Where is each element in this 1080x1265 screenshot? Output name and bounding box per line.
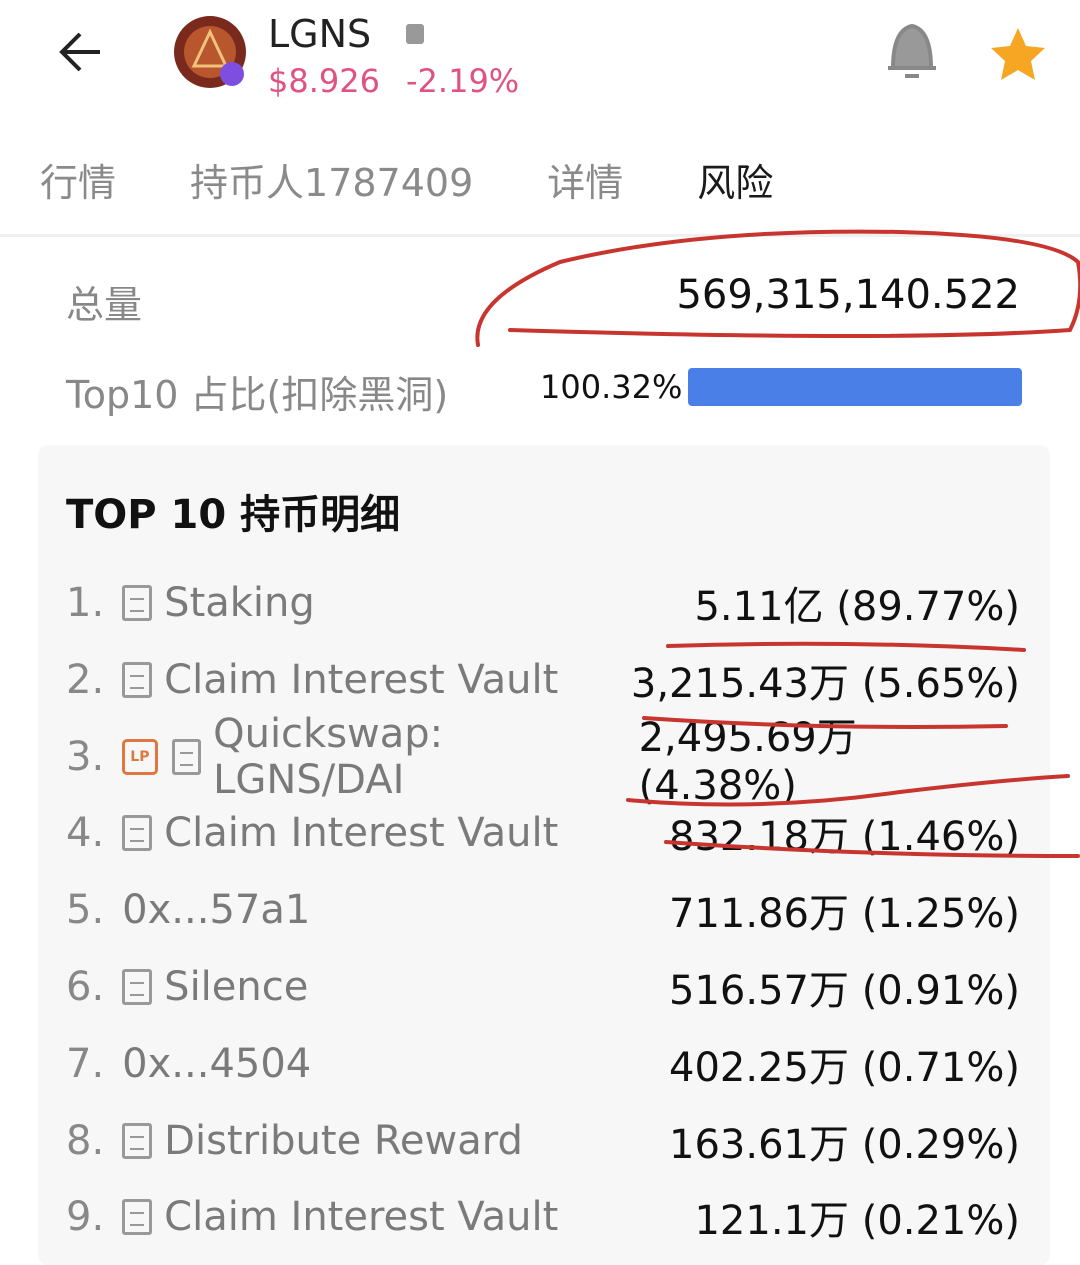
rank: 6. [66, 964, 105, 1010]
holder-name: Claim Interest Vault [164, 656, 559, 703]
holder-row: 7. 0x...4504 402.25万 (0.71%) [66, 1034, 1020, 1094]
total-label: 总量 [66, 283, 143, 327]
holder-name: Distribute Reward [164, 1117, 523, 1164]
contract-icon [122, 1199, 153, 1236]
bell-icon[interactable] [888, 23, 936, 78]
holder-row: 6. Silence 516.57万 (0.91%) [66, 957, 1020, 1017]
holder-amount: 5.11亿 (89.77%) [694, 584, 1020, 630]
holder-amount: 711.86万 (1.25%) [669, 891, 1020, 938]
token-symbol: LGNS [268, 12, 372, 56]
rank: 5. [66, 887, 105, 934]
header-icons [59, 16, 1045, 88]
holder-amount: 3,215.43万 (5.65%) [630, 660, 1020, 707]
holder-amount: 163.61万 (0.29%) [669, 1121, 1020, 1168]
rank: 1. [66, 580, 105, 626]
holder-name: Staking [164, 580, 315, 626]
price-change: -2.19% [406, 62, 520, 100]
rank: 2. [66, 656, 105, 703]
top10-bar [688, 368, 1022, 406]
tab[interactable]: 行情 [40, 161, 117, 205]
holders-title: TOP 10 持币明细 [66, 492, 401, 538]
rank: 3. [66, 733, 105, 780]
holder-row: 8. Distribute Reward 163.61万 (0.29%) [66, 1111, 1020, 1171]
holder-name: Claim Interest Vault [164, 1194, 559, 1241]
holder-row: 1. Staking 5.11亿 (89.77%) [66, 573, 1020, 633]
holder-row: 4. Claim Interest Vault 832.18万 (1.46%) [66, 803, 1020, 863]
total-supply: 569,315,140.522 [676, 272, 1020, 318]
holder-amount: 832.18万 (1.46%) [669, 814, 1020, 861]
rank: 9. [66, 1194, 105, 1241]
holder-row: 5. 0x...57a1 711.86万 (1.25%) [66, 880, 1020, 940]
tab[interactable]: 风险 [697, 161, 774, 205]
rank: 8. [66, 1117, 105, 1164]
divider [0, 234, 1080, 237]
holder-name: 0x...57a1 [122, 887, 311, 934]
contract-icon [122, 815, 153, 852]
holder-row: 3. LP Quickswap: LGNS/DAI 2,495.69万 (4.38%) [66, 711, 1020, 809]
contract-icon [122, 585, 153, 621]
holder-amount: 516.57万 (0.91%) [669, 968, 1020, 1014]
holder-name: Quickswap: LGNS/DAI [213, 710, 444, 803]
copy-icon[interactable] [406, 24, 424, 44]
holder-amount: 121.1万 (0.21%) [694, 1198, 1020, 1245]
top10-percent: 100.32% [540, 368, 683, 406]
tab[interactable]: 持币人1787409 [190, 161, 474, 205]
holder-name: Claim Interest Vault [164, 810, 559, 857]
contract-icon [122, 661, 153, 698]
tab[interactable]: 详情 [547, 161, 624, 205]
rank: 7. [66, 1040, 105, 1087]
top10-label: Top10 占比(扣除黑洞) [66, 373, 449, 417]
holder-row: 9. Claim Interest Vault 121.1万 (0.21%) [66, 1187, 1020, 1247]
holder-amount: 2,495.69万 (4.38%) [638, 714, 857, 809]
holder-amount: 402.25万 (0.71%) [669, 1044, 1020, 1091]
rank: 4. [66, 810, 105, 857]
contract-icon [122, 969, 153, 1005]
lp-badge: LP [122, 738, 158, 775]
holder-name: Silence [164, 964, 309, 1010]
holder-row: 2. Claim Interest Vault 3,215.43万 (5.65%) [66, 650, 1020, 710]
contract-icon [171, 738, 202, 775]
token-price: $8.926 [268, 62, 380, 100]
holder-name: 0x...4504 [122, 1040, 312, 1087]
contract-icon [122, 1122, 153, 1159]
back-arrow[interactable] [59, 32, 100, 72]
star-icon[interactable] [991, 28, 1045, 80]
tab-bar: 行情 持币人1787409 详情 风险 [40, 152, 847, 206]
